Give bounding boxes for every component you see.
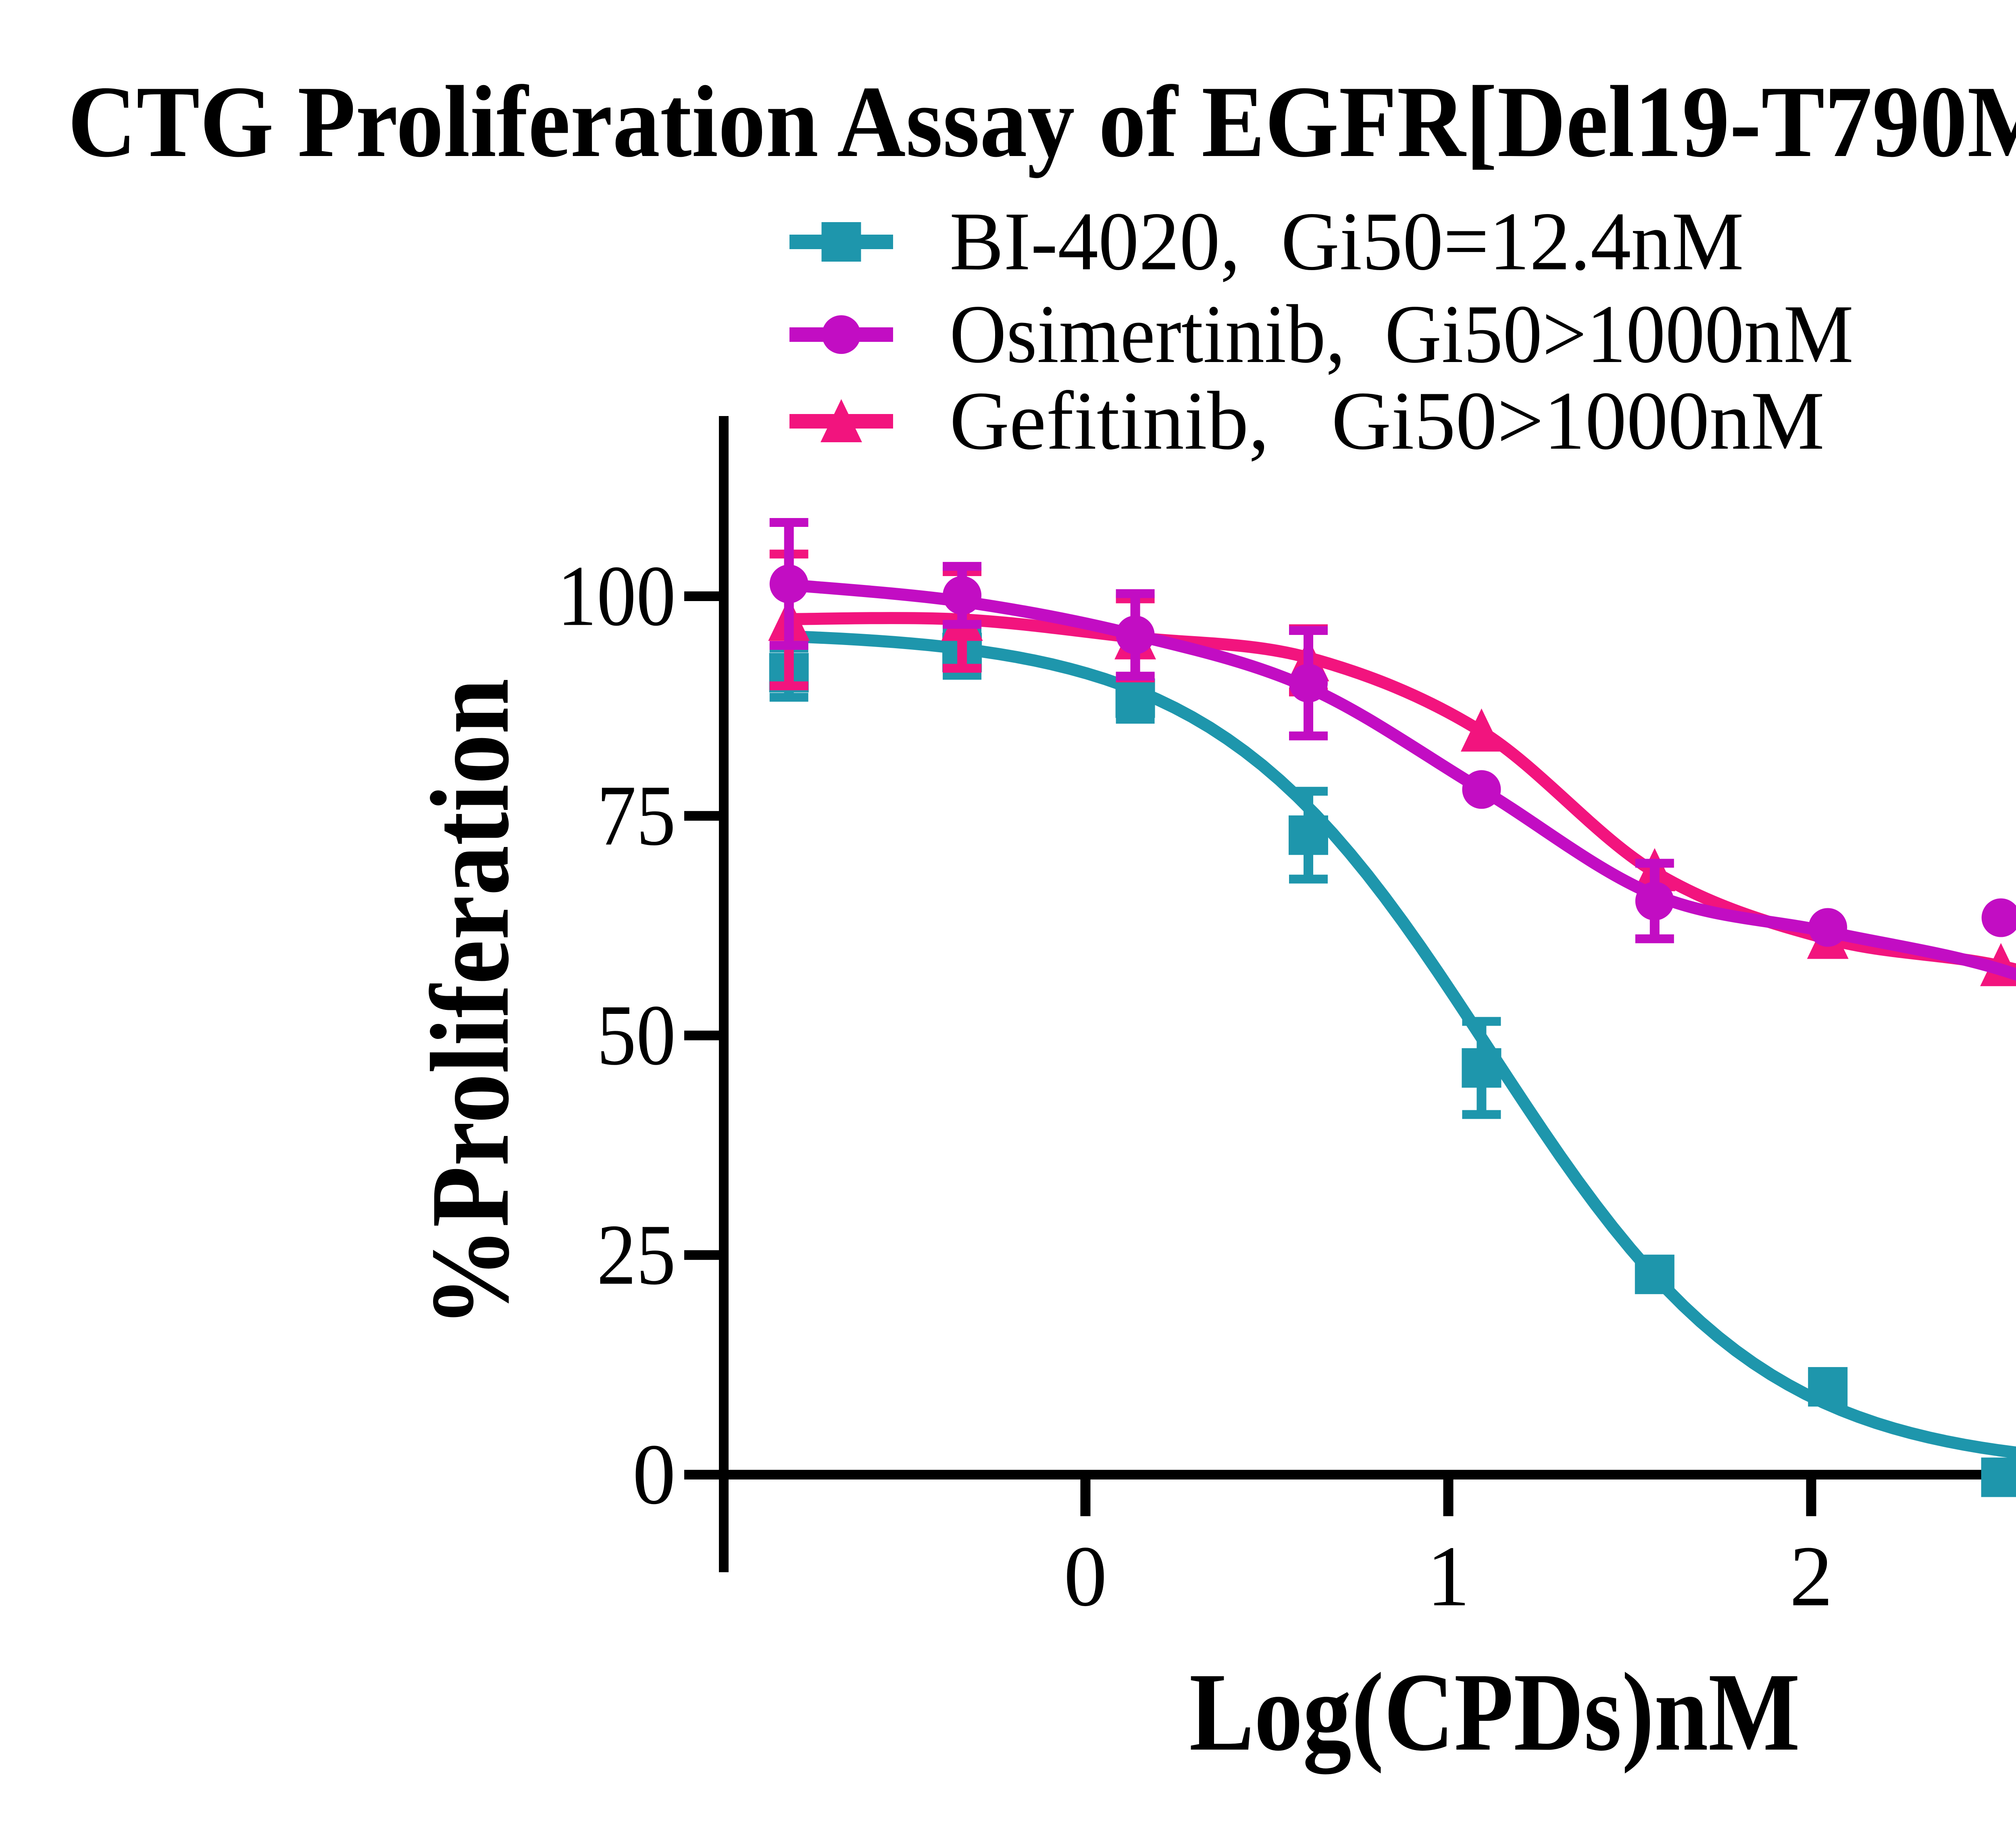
- svg-text:Log(CPDs)nM: Log(CPDs)nM: [1189, 1650, 1800, 1776]
- svg-text:CTG Proliferation Assay of EGF: CTG Proliferation Assay of EGFR[Del19-T7…: [68, 65, 2016, 178]
- svg-text:25: 25: [597, 1206, 676, 1303]
- svg-text:50: 50: [597, 987, 676, 1083]
- svg-text:0: 0: [1064, 1528, 1107, 1624]
- svg-text:Gefitinib, Gi50>1000nM: Gefitinib, Gi50>1000nM: [950, 375, 1824, 467]
- svg-text:Osimertinib, Gi50>1000nM: Osimertinib, Gi50>1000nM: [950, 288, 1854, 380]
- svg-text:%Proliferation: %Proliferation: [408, 678, 532, 1328]
- svg-text:2: 2: [1789, 1528, 1833, 1624]
- svg-text:0: 0: [633, 1426, 676, 1522]
- svg-text:75: 75: [597, 767, 676, 864]
- svg-text:1: 1: [1427, 1528, 1470, 1624]
- svg-text:100: 100: [557, 547, 676, 644]
- svg-text:BI-4020, Gi50=12.4nM: BI-4020, Gi50=12.4nM: [950, 195, 1744, 287]
